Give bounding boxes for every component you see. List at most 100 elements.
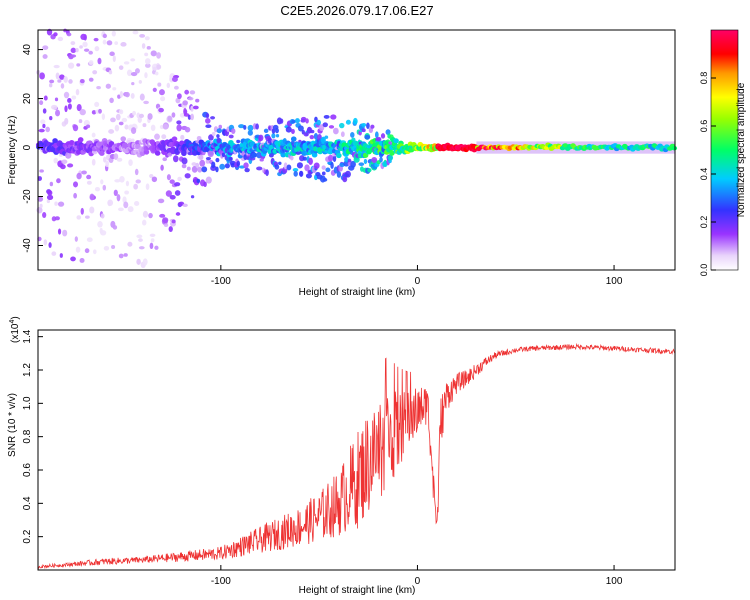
spectrogram-cell	[298, 139, 302, 144]
spectrogram-cell	[278, 161, 282, 166]
colorbar-ticks: 0.0 0.2 0.4 0.6 0.8	[699, 72, 716, 276]
spectrogram-x-tick-label: 100	[606, 276, 623, 287]
spectrogram-cell	[97, 221, 103, 228]
spectrogram-cell	[364, 134, 371, 140]
spectrogram-cell	[120, 42, 127, 47]
spectrogram-cell	[134, 168, 139, 176]
snr-x-ticks: -100 0 100	[211, 565, 623, 587]
spectrogram-cell	[150, 50, 157, 57]
spectrogram-cell	[274, 127, 279, 134]
spectrogram-cell	[167, 152, 173, 157]
spectrogram-cell	[171, 76, 178, 82]
spectrogram-cell	[102, 33, 107, 39]
spectrogram-cell	[311, 152, 318, 158]
spectrogram-cell	[113, 189, 118, 197]
spectrogram-cell	[45, 126, 50, 133]
spectrogram-cell	[218, 124, 223, 129]
spectrogram-cell	[159, 213, 166, 218]
spectrogram-cell	[228, 134, 234, 139]
spectrogram-cell	[309, 135, 315, 140]
spectrogram-cell	[150, 124, 156, 132]
spectrogram-cell	[79, 108, 86, 116]
spectrogram-cell	[134, 201, 140, 207]
spectrogram-cell	[100, 230, 107, 236]
spectrogram-cell	[224, 163, 230, 169]
spectrogram-cell	[79, 45, 83, 49]
spectrogram-cell	[100, 213, 105, 219]
snr-y-tick-label: 1.4	[22, 329, 33, 343]
spectrogram-cell	[57, 201, 65, 207]
spectrogram-cell	[168, 226, 173, 232]
spectrogram-cell	[84, 248, 90, 254]
spectrogram-cell	[119, 176, 125, 183]
spectrogram-cell	[130, 72, 138, 77]
spectrogram-cell	[46, 199, 51, 204]
spectrogram-cell	[61, 159, 68, 164]
spectrogram-cell	[671, 146, 678, 151]
spectrogram-cell	[59, 74, 65, 80]
spectrogram-cell	[160, 164, 164, 171]
spectrogram-cell	[47, 190, 53, 196]
spectrogram-cell	[115, 113, 121, 121]
colorbar-gradient	[710, 29, 739, 271]
spectrogram-cell	[205, 112, 210, 119]
spectrogram-cell	[302, 156, 308, 161]
snr-frame	[37, 329, 676, 571]
spectrogram-cell	[229, 156, 233, 161]
spectrogram-cell	[145, 183, 150, 190]
spectrogram-cell	[203, 181, 207, 188]
spectrogram-cell	[165, 190, 172, 197]
spectrogram-cell	[379, 157, 383, 163]
spectrogram-cell	[144, 36, 150, 41]
snr-x-axis-label: Height of straight line (km)	[299, 585, 416, 596]
spectrogram-cell	[113, 153, 119, 160]
spectrogram-cell	[48, 83, 53, 88]
spectrogram-cell	[79, 258, 85, 263]
spectrogram-cell	[135, 179, 141, 184]
spectrogram-cell	[109, 97, 114, 104]
spectrogram-cell	[291, 128, 295, 135]
spectrogram-cell	[293, 170, 298, 177]
spectrogram-cell	[389, 150, 395, 156]
spectrogram-cell	[108, 70, 113, 75]
spectrogram-cell	[156, 64, 162, 70]
spectrogram-cell	[322, 122, 328, 128]
spectrogram-cell	[175, 212, 181, 216]
spectrogram-cell	[75, 88, 80, 96]
spectrogram-cell	[52, 138, 58, 144]
spectrogram-cell	[86, 174, 92, 180]
spectrogram-cell	[201, 166, 208, 173]
spectrogram-cell	[244, 168, 250, 173]
spectrogram-cell	[184, 126, 191, 133]
spectrogram-cell	[340, 131, 345, 138]
spectrogram-cell	[93, 37, 99, 42]
spectrogram-cell	[294, 118, 300, 124]
spectrogram-cell	[118, 109, 124, 115]
spectrogram-cell	[169, 194, 176, 200]
spectrogram-cell	[92, 249, 97, 255]
colorbar: 0.0 0.2 0.4 0.6 0.8 Normalized spectral ampl…	[699, 29, 747, 276]
spectrogram-cell	[38, 128, 45, 133]
spectrogram-cell	[159, 89, 165, 96]
spectrogram-cell	[66, 32, 72, 37]
spectrogram-cell	[183, 113, 190, 117]
spectrogram-cell	[64, 105, 68, 113]
spectrogram-cell	[219, 163, 226, 170]
spectrogram-cell	[196, 135, 202, 141]
spectrogram-cell	[105, 160, 110, 168]
spectrogram-cell	[94, 46, 100, 52]
spectrogram-cell	[101, 113, 106, 120]
spectrogram-cell	[112, 55, 116, 63]
spectrogram-cell	[154, 150, 161, 156]
colorbar-tick-label: 0.4	[699, 168, 709, 181]
spectrogram-cell	[55, 109, 61, 117]
spectrogram-cell	[211, 131, 216, 137]
spectrogram-cell	[86, 237, 93, 243]
spectrogram-y-ticks: -40 -20 0 20 40	[22, 44, 43, 253]
spectrogram-cell	[190, 105, 194, 112]
spectrogram-cell	[325, 167, 331, 173]
spectrogram-cell	[141, 43, 146, 49]
spectrogram-cell	[103, 156, 107, 163]
spectrogram-cell	[73, 192, 77, 199]
spectrogram-cell	[49, 116, 53, 121]
